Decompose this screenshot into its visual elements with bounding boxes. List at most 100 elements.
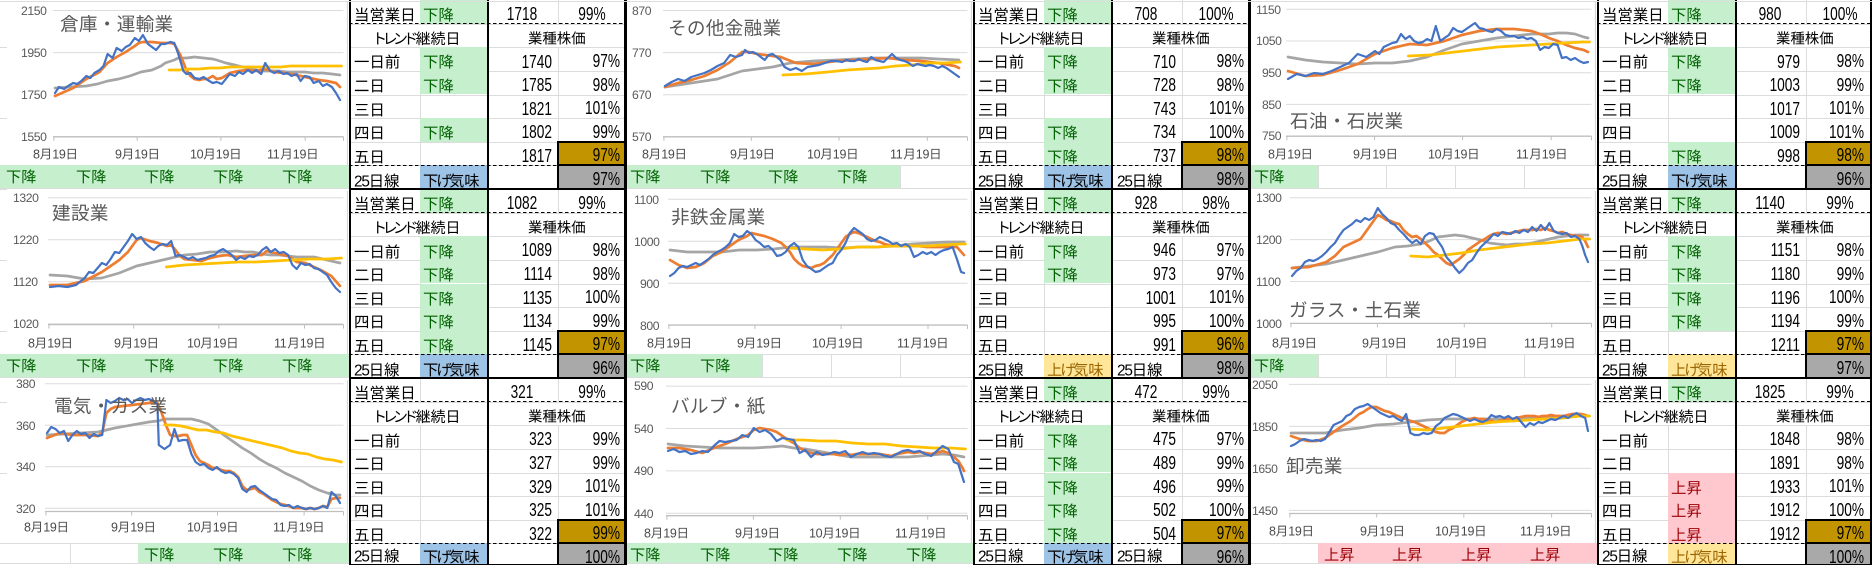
svg-text:1000: 1000: [1256, 317, 1282, 331]
svg-text:1220: 1220: [13, 233, 39, 247]
svg-text:870: 870: [632, 4, 652, 18]
svg-text:25: 25: [978, 549, 993, 566]
svg-text:19: 19: [134, 147, 148, 161]
svg-text:10: 10: [812, 336, 826, 350]
svg-text:8: 8: [1269, 524, 1276, 538]
svg-text:19: 19: [749, 147, 763, 161]
svg-text:950: 950: [1262, 66, 1282, 80]
svg-text:8: 8: [644, 527, 651, 541]
svg-text:800: 800: [640, 319, 660, 333]
svg-text:10: 10: [187, 336, 201, 350]
svg-text:1120: 1120: [13, 275, 38, 289]
svg-text:25: 25: [978, 173, 993, 190]
svg-text:1200: 1200: [1256, 233, 1282, 247]
svg-text:19: 19: [754, 527, 768, 541]
svg-text:19: 19: [43, 520, 57, 534]
svg-text:9: 9: [111, 520, 118, 534]
svg-text:8: 8: [642, 147, 649, 161]
svg-text:1650: 1650: [1252, 462, 1278, 476]
svg-text:8: 8: [1268, 147, 1275, 161]
svg-text:19: 19: [1550, 336, 1564, 350]
svg-text:19: 19: [1381, 336, 1395, 350]
svg-text:25: 25: [1117, 549, 1132, 566]
svg-text:19: 19: [213, 336, 227, 350]
svg-text:1320: 1320: [13, 191, 39, 205]
svg-text:19: 19: [835, 527, 849, 541]
svg-text:11: 11: [273, 520, 286, 534]
svg-text:19: 19: [300, 336, 314, 350]
svg-text:11: 11: [895, 527, 908, 541]
svg-text:9: 9: [1362, 336, 1369, 350]
svg-text:19: 19: [833, 147, 847, 161]
svg-text:1050: 1050: [1256, 34, 1282, 48]
svg-text:8: 8: [647, 336, 654, 350]
svg-text:19: 19: [661, 147, 675, 161]
svg-text:2050: 2050: [1252, 378, 1278, 392]
svg-text:360: 360: [16, 419, 36, 433]
svg-text:19: 19: [923, 336, 937, 350]
svg-text:8: 8: [28, 336, 35, 350]
svg-text:1450: 1450: [1252, 504, 1278, 518]
svg-text:850: 850: [1262, 98, 1282, 112]
svg-text:490: 490: [634, 464, 654, 478]
svg-text:1000: 1000: [634, 235, 660, 249]
svg-text:9: 9: [735, 527, 742, 541]
svg-text:1100: 1100: [1256, 275, 1281, 289]
svg-text:19: 19: [1291, 336, 1305, 350]
svg-text:1550: 1550: [21, 130, 47, 144]
svg-text:440: 440: [634, 507, 654, 521]
svg-text:19: 19: [216, 147, 230, 161]
svg-text:9: 9: [1360, 524, 1367, 538]
svg-text:9: 9: [115, 147, 122, 161]
svg-text:19: 19: [1379, 524, 1393, 538]
svg-text:19: 19: [133, 336, 147, 350]
svg-text:19: 19: [666, 336, 680, 350]
svg-text:25: 25: [1117, 173, 1132, 190]
svg-text:19: 19: [838, 336, 852, 350]
svg-text:19: 19: [1454, 147, 1468, 161]
svg-text:11: 11: [267, 147, 280, 161]
svg-text:19: 19: [1542, 147, 1556, 161]
svg-text:25: 25: [1602, 173, 1617, 190]
svg-text:11: 11: [890, 147, 903, 161]
svg-text:25: 25: [1117, 362, 1132, 379]
svg-text:19: 19: [1287, 147, 1301, 161]
svg-text:9: 9: [114, 336, 121, 350]
svg-text:320: 320: [16, 502, 36, 516]
svg-text:1750: 1750: [21, 88, 47, 102]
svg-text:19: 19: [1461, 524, 1475, 538]
svg-text:25: 25: [354, 549, 369, 566]
svg-text:19: 19: [52, 147, 66, 161]
svg-text:19: 19: [663, 527, 677, 541]
svg-text:11: 11: [1516, 147, 1529, 161]
svg-text:10: 10: [187, 520, 201, 534]
svg-text:10: 10: [1435, 524, 1449, 538]
svg-text:1020: 1020: [13, 317, 39, 331]
svg-text:19: 19: [921, 527, 935, 541]
svg-text:750: 750: [1262, 130, 1282, 144]
svg-text:10: 10: [190, 147, 204, 161]
svg-text:19: 19: [1372, 147, 1386, 161]
svg-text:19: 19: [293, 147, 307, 161]
svg-text:19: 19: [1462, 336, 1476, 350]
svg-text:10: 10: [1436, 336, 1450, 350]
svg-text:380: 380: [16, 377, 36, 391]
svg-text:570: 570: [632, 130, 652, 144]
svg-text:1100: 1100: [634, 193, 659, 207]
svg-text:25: 25: [1602, 549, 1617, 566]
svg-text:8: 8: [24, 520, 31, 534]
svg-text:1850: 1850: [1252, 420, 1278, 434]
svg-text:8: 8: [33, 147, 40, 161]
svg-text:11: 11: [897, 336, 910, 350]
svg-text:8: 8: [1272, 336, 1279, 350]
svg-text:25: 25: [1602, 362, 1617, 379]
svg-text:590: 590: [634, 380, 654, 394]
svg-text:19: 19: [756, 336, 770, 350]
svg-text:11: 11: [274, 336, 287, 350]
svg-text:1950: 1950: [21, 46, 47, 60]
svg-text:25: 25: [978, 362, 993, 379]
svg-text:10: 10: [807, 147, 821, 161]
svg-text:2150: 2150: [21, 4, 47, 18]
svg-text:900: 900: [640, 277, 660, 291]
svg-text:11: 11: [1520, 524, 1533, 538]
